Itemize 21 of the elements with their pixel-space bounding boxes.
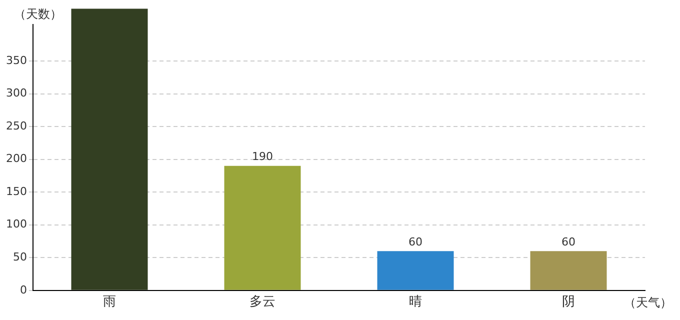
y-tick-label: 0 [20, 283, 27, 296]
x-axis-title: （天气） [624, 296, 672, 310]
data-label: 60 [408, 235, 422, 248]
x-tick-label: 雨 [102, 294, 116, 310]
y-tick-label: 100 [6, 218, 27, 231]
data-label: 190 [252, 150, 273, 164]
x-tick-label: 多云 [249, 294, 276, 310]
bar [530, 251, 607, 290]
y-tick-label: 150 [6, 184, 27, 198]
data-label: 60 [562, 235, 576, 248]
bar [71, 8, 148, 290]
bar [224, 166, 301, 290]
y-axis-title: （天数） [14, 7, 62, 22]
y-tick-label: 50 [12, 250, 27, 264]
bar [377, 251, 454, 290]
y-tick-label: 350 [6, 54, 27, 67]
y-tick-label: 200 [6, 152, 27, 166]
x-tick-label: 阴 [562, 294, 575, 310]
y-tick-label: 250 [6, 119, 27, 132]
x-tick-label: 晴 [409, 294, 422, 310]
y-tick-label: 300 [6, 86, 27, 100]
